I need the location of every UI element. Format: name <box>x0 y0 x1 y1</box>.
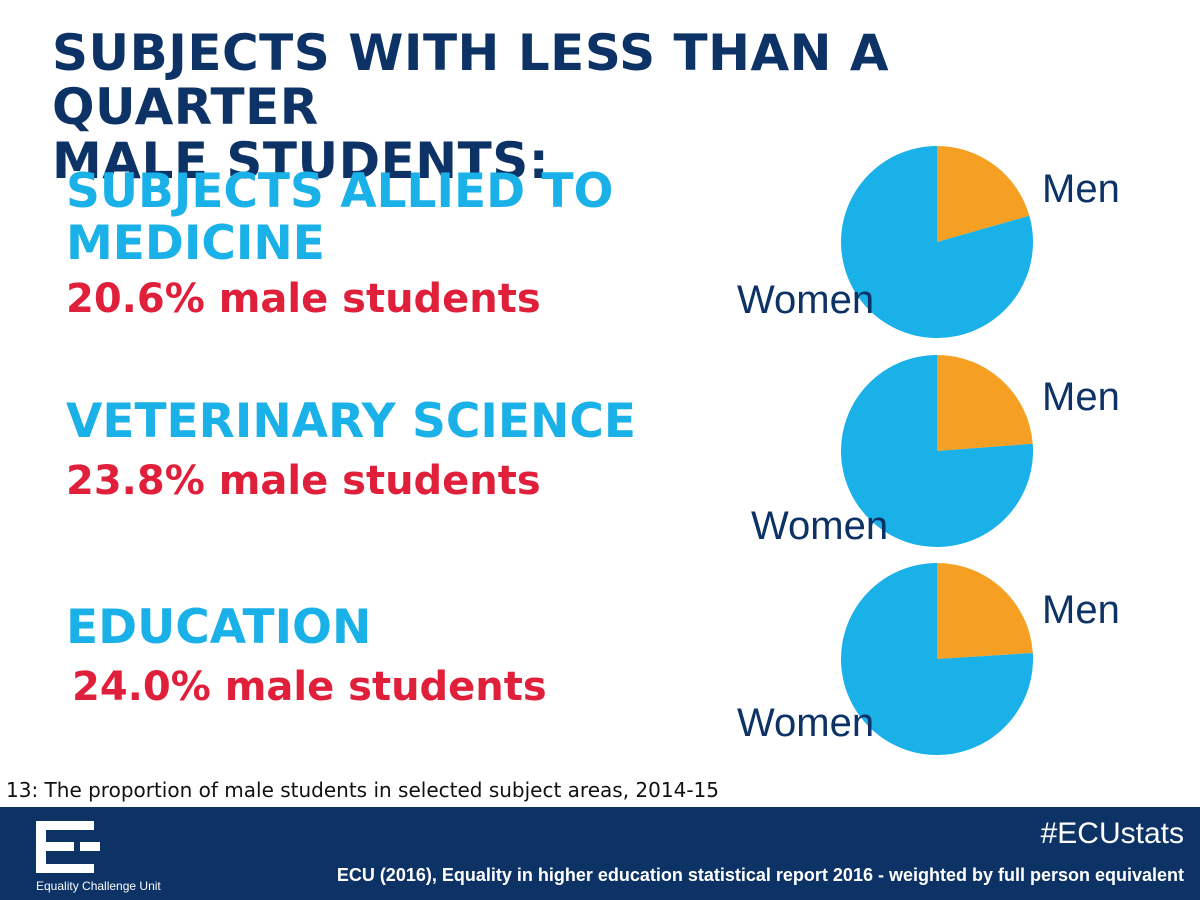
subject-name-line-2: MEDICINE <box>66 216 325 271</box>
subject-stat-education: 24.0% male students <box>72 664 547 710</box>
subject-name-allied-to-medicine: SUBJECTS ALLIED TO MEDICINE <box>66 166 613 270</box>
ecu-logo-icon <box>36 821 100 873</box>
subject-name-veterinary-science: VETERINARY SCIENCE <box>66 396 636 448</box>
subject-name-line-1: VETERINARY SCIENCE <box>66 394 636 449</box>
pie-label-women: Women <box>751 504 888 548</box>
pie-label-men: Men <box>1042 588 1120 632</box>
footer-bar: Equality Challenge Unit #ECUstats ECU (2… <box>0 807 1200 900</box>
page-title-line-1: SUBJECTS WITH LESS THAN A QUARTER <box>52 24 890 136</box>
pie-label-women: Women <box>737 278 874 322</box>
pie-label-men: Men <box>1042 375 1120 419</box>
pie-slice-men <box>937 563 1033 659</box>
subject-name-education: EDUCATION <box>66 602 371 654</box>
pie-slice-women <box>841 563 1033 755</box>
figure-caption: 13: The proportion of male students in s… <box>6 778 719 802</box>
hashtag-text: #ECUstats <box>1040 817 1184 850</box>
pie-label-women: Women <box>737 701 874 745</box>
subject-name-line-1: SUBJECTS ALLIED TO <box>66 164 614 219</box>
page-title: SUBJECTS WITH LESS THAN A QUARTER MALE S… <box>52 26 1172 188</box>
subject-name-line-1: EDUCATION <box>66 600 372 655</box>
source-citation: ECU (2016), Equality in higher education… <box>336 865 1184 885</box>
pie-slice-women <box>841 355 1033 547</box>
subject-stat-veterinary-science: 23.8% male students <box>66 458 541 504</box>
subject-stat-allied-to-medicine: 20.6% male students <box>66 276 541 322</box>
logo-text: Equality Challenge Unit <box>36 879 161 893</box>
pie-slice-men <box>937 354 1033 451</box>
page-title-line-2: MALE STUDENTS: <box>52 132 550 190</box>
